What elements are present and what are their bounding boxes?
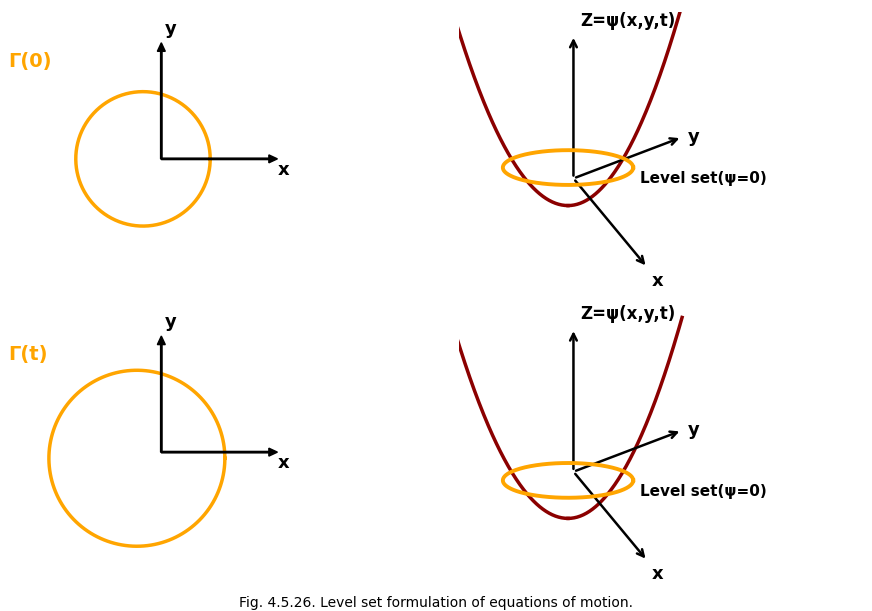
Text: Fig. 4.5.26. Level set formulation of equations of motion.: Fig. 4.5.26. Level set formulation of eq…	[239, 596, 633, 610]
FancyArrow shape	[157, 336, 166, 452]
Text: x: x	[651, 272, 664, 290]
Text: y: y	[165, 313, 177, 332]
Text: Level set(ψ=0): Level set(ψ=0)	[640, 484, 766, 499]
Text: Level set(ψ=0): Level set(ψ=0)	[640, 171, 766, 186]
Text: Z=ψ(x,y,t): Z=ψ(x,y,t)	[580, 12, 675, 29]
Text: Γ(0): Γ(0)	[9, 52, 52, 71]
Text: Γ(t): Γ(t)	[9, 345, 48, 365]
FancyArrow shape	[161, 448, 277, 456]
Text: y: y	[165, 20, 177, 38]
Text: y: y	[687, 422, 699, 439]
Text: x: x	[651, 565, 664, 583]
FancyArrow shape	[161, 155, 277, 163]
Text: x: x	[277, 161, 290, 179]
FancyArrow shape	[157, 43, 166, 159]
Text: y: y	[687, 128, 699, 146]
Text: x: x	[277, 454, 290, 472]
Text: Z=ψ(x,y,t): Z=ψ(x,y,t)	[580, 305, 675, 323]
